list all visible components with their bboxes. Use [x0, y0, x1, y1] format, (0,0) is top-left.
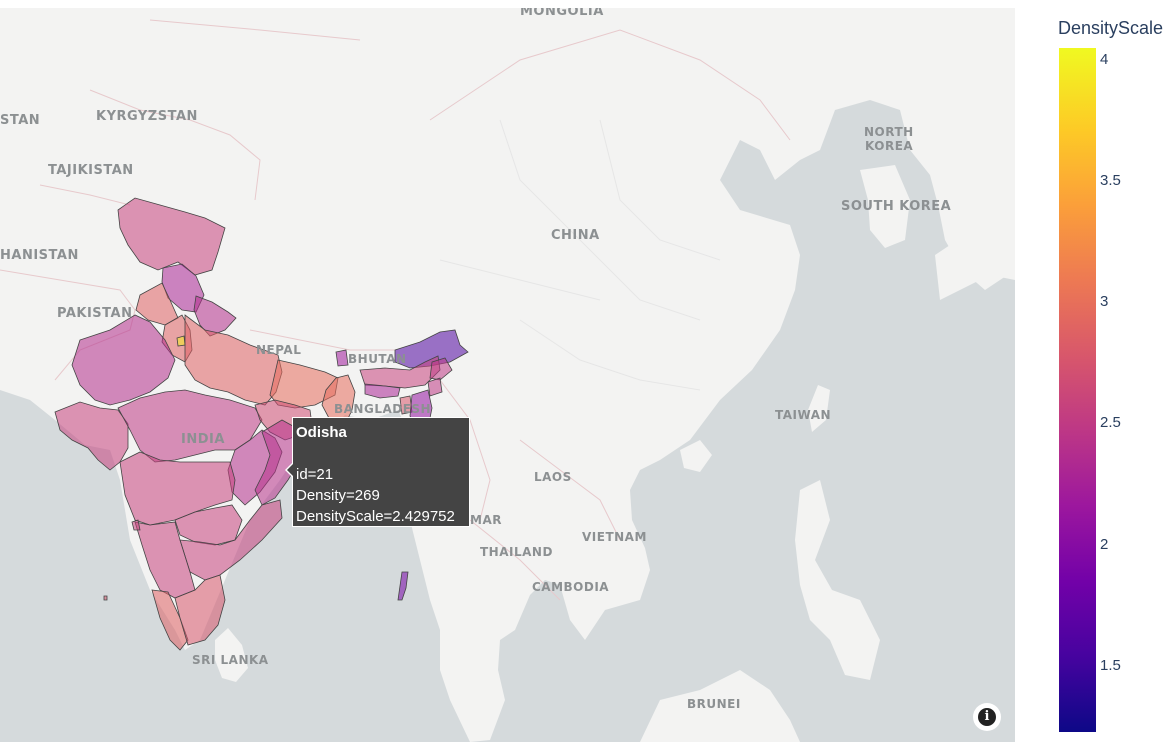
- info-icon: i: [978, 708, 996, 726]
- label-brunei: BRUNEI: [687, 697, 741, 711]
- tooltip-spacer: [296, 443, 466, 464]
- tooltip-id: id=21: [296, 466, 334, 483]
- label-china: CHINA: [551, 228, 600, 243]
- label-pakistan: PAKISTAN: [57, 306, 133, 321]
- label-north-korea-2: KOREA: [865, 139, 914, 153]
- colorbar: [1059, 48, 1096, 732]
- state-goa[interactable]: [131, 519, 141, 531]
- label-tajikistan: TAJIKISTAN: [48, 163, 134, 178]
- state-delhi[interactable]: [176, 335, 186, 347]
- state-uttarakhand[interactable]: [193, 295, 237, 337]
- label-bangladesh: BANGLADESH: [334, 402, 432, 416]
- state-telangana[interactable]: [174, 504, 243, 546]
- colorbar-tick-4: 4: [1100, 51, 1109, 68]
- hover-tooltip: Odisha id=21 Density=269 DensityScale=2.…: [285, 417, 470, 527]
- state-lakshadweep[interactable]: [103, 595, 108, 601]
- land-japan: [935, 225, 1015, 300]
- state-andaman-nicobar[interactable]: [397, 571, 409, 601]
- state-manipur[interactable]: [427, 377, 443, 397]
- label-cambodia: CAMBODIA: [532, 580, 610, 594]
- state-uttar-pradesh[interactable]: [184, 314, 283, 406]
- colorbar-tick-3: 3: [1100, 293, 1109, 310]
- land-sri-lanka: [215, 628, 248, 682]
- colorbar-tick-3-5: 3.5: [1100, 172, 1121, 189]
- label-india: INDIA: [181, 432, 225, 447]
- state-meghalaya[interactable]: [364, 383, 401, 399]
- colorbar-tick-2-5: 2.5: [1100, 414, 1121, 431]
- label-vietnam: VIETNAM: [582, 530, 647, 544]
- bohai-sea: [790, 160, 845, 210]
- land-philippines: [795, 480, 880, 680]
- map-canvas[interactable]: [0, 8, 1015, 742]
- label-kazakhstan: STAN: [0, 113, 41, 128]
- land-hainan: [680, 440, 712, 472]
- tooltip-density-scale: DensityScale=2.429752: [296, 508, 455, 525]
- label-thailand: THAILAND: [480, 545, 553, 559]
- borders: [0, 19, 791, 601]
- india-states[interactable]: [54, 197, 469, 651]
- colorbar-title: DensityScale: [1058, 18, 1164, 38]
- map[interactable]: MONGOLIA KYRGYZSTAN STAN TAJIKISTAN HANI…: [0, 8, 1015, 742]
- label-taiwan: TAIWAN: [775, 408, 832, 422]
- label-sri-lanka: SRI LANKA: [192, 653, 269, 667]
- label-nepal: NEPAL: [256, 343, 302, 357]
- label-laos: LAOS: [534, 470, 572, 484]
- label-north-korea-1: NORTH: [864, 125, 914, 139]
- state-sikkim[interactable]: [335, 349, 349, 367]
- state-jammu-kashmir[interactable]: [117, 197, 226, 276]
- province-lines: [439, 119, 721, 391]
- land-asia: [0, 8, 1015, 742]
- state-kerala[interactable]: [151, 589, 189, 651]
- tooltip-title: Odisha: [296, 424, 347, 441]
- label-south-korea: SOUTH KOREA: [841, 199, 952, 214]
- label-myanmar: MAR: [470, 513, 502, 527]
- state-maharashtra[interactable]: [119, 451, 236, 526]
- state-tamil-nadu[interactable]: [174, 574, 226, 646]
- tooltip-density: Density=269: [296, 487, 380, 504]
- label-kyrgyzstan: KYRGYZSTAN: [96, 109, 198, 124]
- colorbar-tick-2: 2: [1100, 536, 1109, 553]
- label-mongolia: MONGOLIA: [520, 8, 604, 19]
- label-bhutan: BHUTAN: [348, 352, 407, 366]
- colorbar-tick-1-5: 1.5: [1100, 657, 1121, 674]
- state-nagaland[interactable]: [429, 357, 453, 381]
- land-borneo: [640, 670, 800, 742]
- state-arunachal-pradesh[interactable]: [394, 329, 469, 369]
- land-taiwan: [808, 385, 830, 432]
- attribution-button[interactable]: i: [973, 703, 1001, 731]
- label-afghanistan: HANISTAN: [0, 248, 79, 263]
- state-rajasthan[interactable]: [71, 314, 176, 406]
- land-korea: [860, 165, 910, 248]
